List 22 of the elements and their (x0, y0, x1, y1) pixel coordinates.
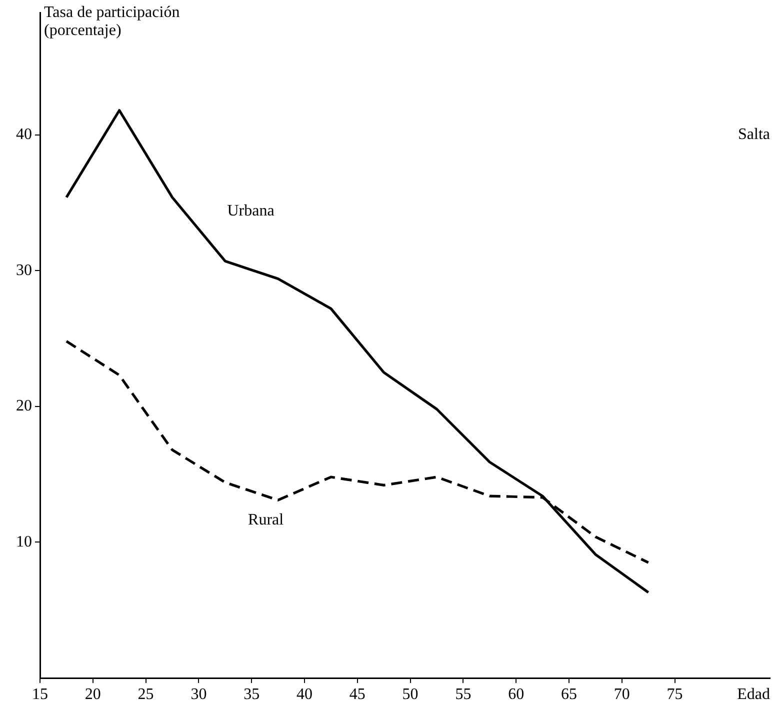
series-label: Urbana (227, 202, 274, 220)
text: Salta (738, 126, 770, 144)
x-tick-label: 75 (666, 686, 683, 703)
x-tick-label: 45 (349, 686, 366, 703)
x-tick-label: 55 (455, 686, 472, 703)
x-tick-label: 60 (508, 686, 524, 703)
x-tick-label: 65 (560, 686, 577, 703)
y-tick-label: 20 (16, 398, 32, 415)
x-tick-label: 15 (32, 686, 48, 703)
x-tick-label: 70 (614, 686, 630, 703)
x-tick-label: 25 (138, 686, 154, 703)
y-tick-label: 40 (16, 126, 32, 144)
x-tick-label: 30 (190, 686, 207, 703)
series-label: Rural (248, 511, 284, 528)
y-tick-label: 30 (16, 262, 32, 279)
y-axis-title: Tasa de participación (porcentaje) (44, 4, 180, 40)
y-tick-label: 10 (16, 533, 32, 550)
x-tick-label: 35 (244, 686, 260, 703)
x-tick-label: 50 (402, 686, 418, 703)
x-axis-title: Edad (737, 686, 770, 704)
x-tick-label: 20 (84, 686, 101, 703)
x-tick-label: 40 (296, 686, 312, 703)
